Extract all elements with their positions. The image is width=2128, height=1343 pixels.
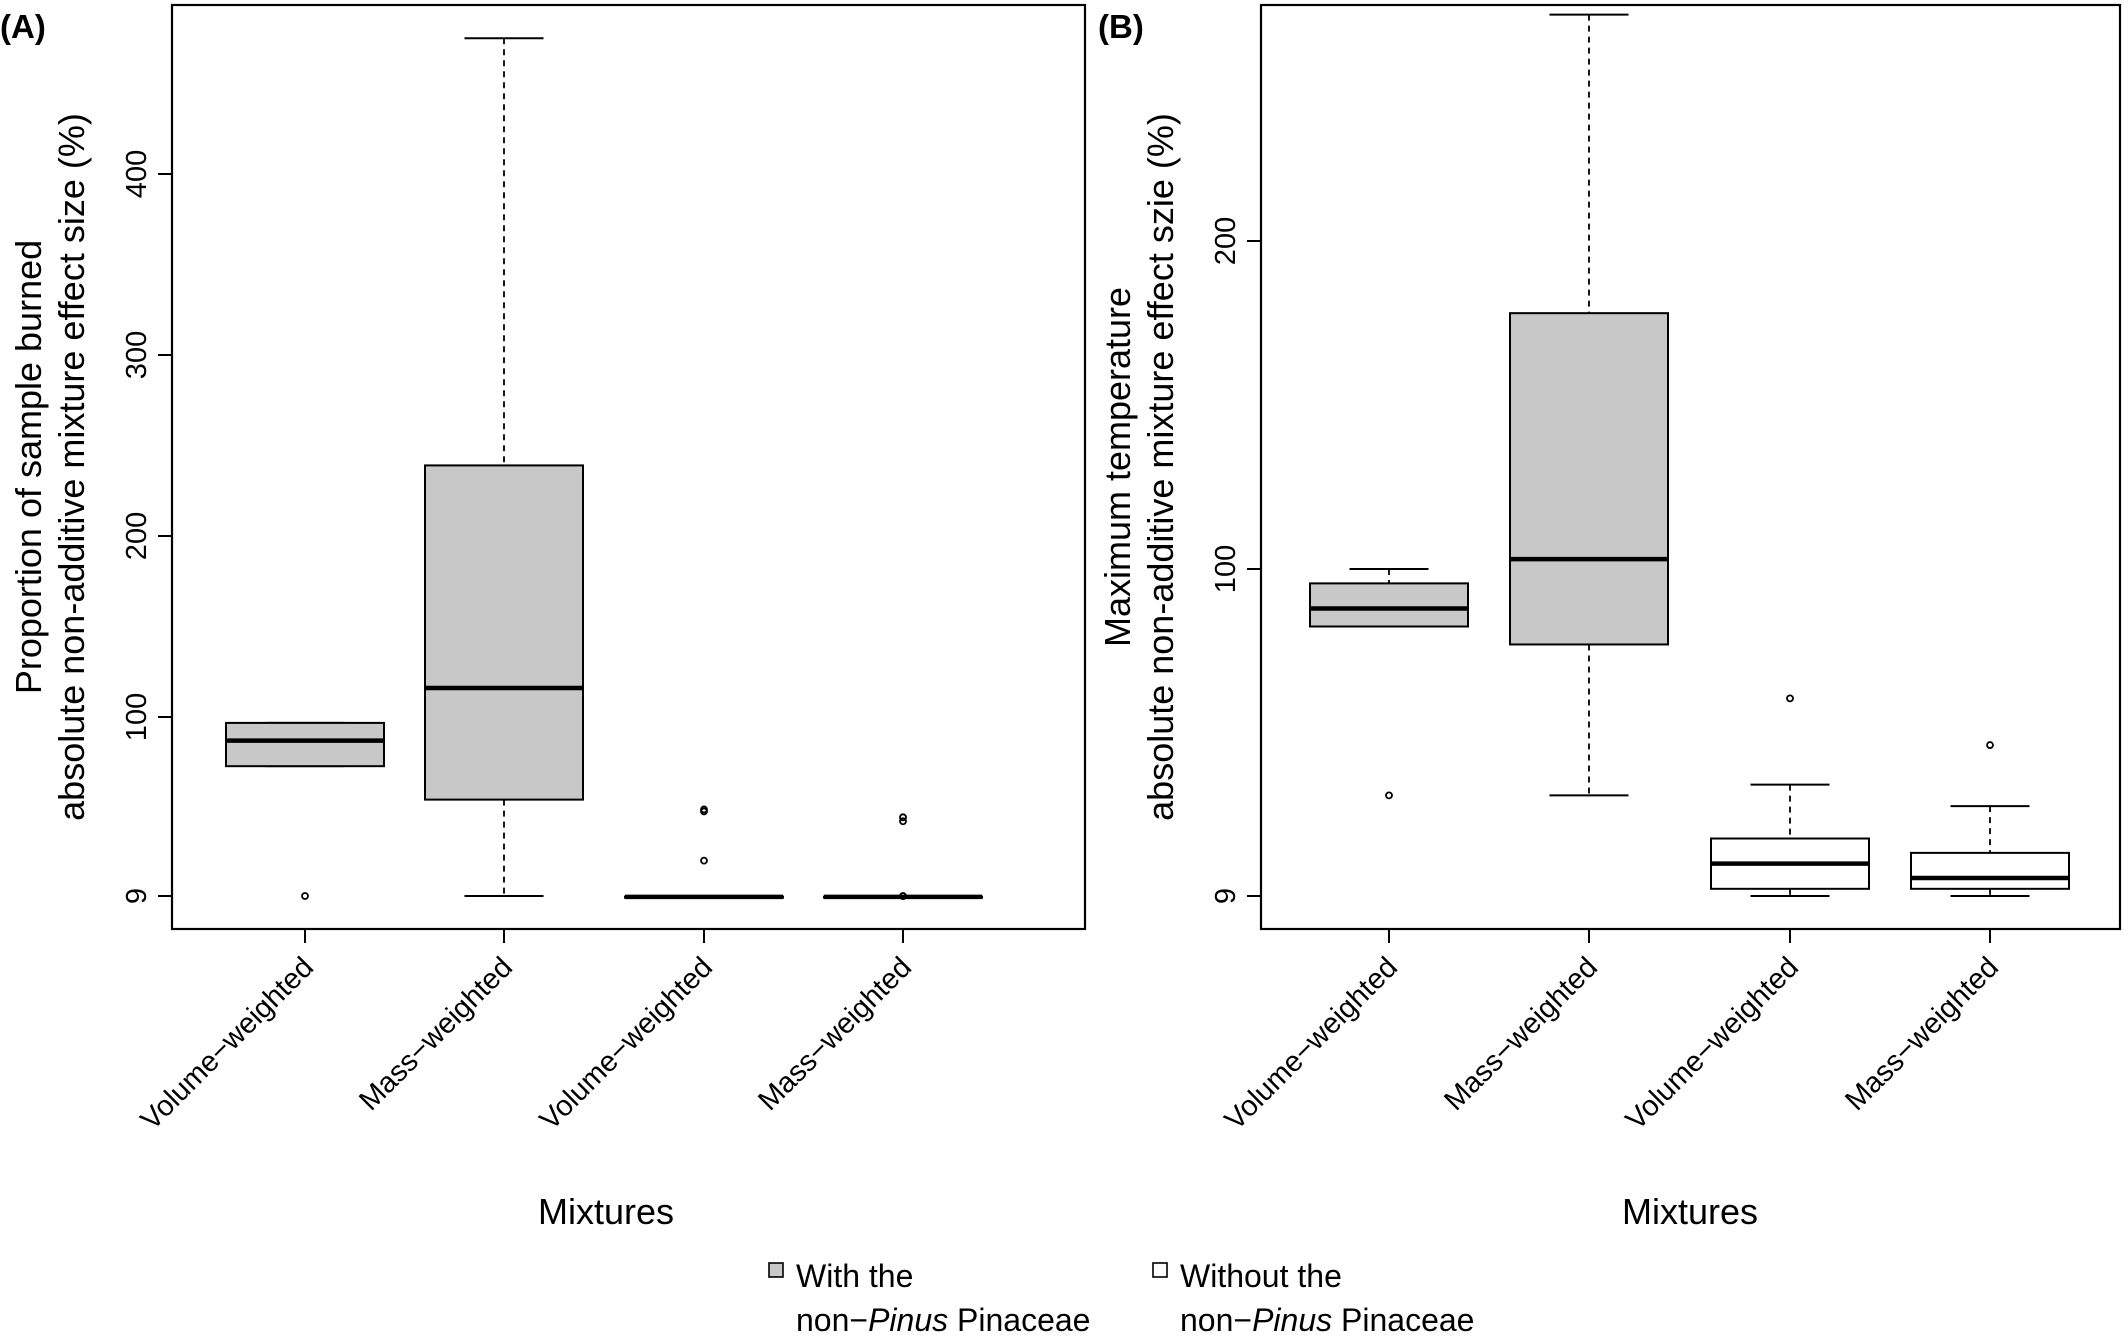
box-2 bbox=[1710, 694, 1870, 897]
x-tick-label: Volume−weighted bbox=[1219, 951, 1404, 1136]
y-tick-label: 400 bbox=[121, 150, 153, 198]
outlier-point bbox=[301, 892, 309, 900]
outlier-point bbox=[1986, 741, 1994, 749]
panel-b-boxes bbox=[1309, 13, 2070, 897]
x-tick-label: Volume−weighted bbox=[534, 951, 719, 1136]
x-tick-label: Mass−weighted bbox=[353, 951, 519, 1117]
y-tick-label: 100 bbox=[121, 693, 153, 741]
y-tick-label: 200 bbox=[1210, 217, 1242, 265]
panel-a-x-axis: Volume−weighted Mass−weighted Volume−weigh… bbox=[135, 928, 918, 1136]
box-rect bbox=[424, 464, 584, 801]
legend-item-without: Without the non−Pinus Pinaceae bbox=[1152, 1258, 1474, 1338]
panel-a-plot-frame bbox=[170, 3, 1087, 931]
y-tick-label: 9 bbox=[121, 888, 153, 904]
box-1 bbox=[1509, 13, 1669, 797]
panel-b-plot-frame bbox=[1259, 3, 2122, 931]
legend-swatch-without bbox=[1152, 1262, 1168, 1278]
box-1 bbox=[424, 37, 584, 897]
panel-a-boxes bbox=[225, 37, 983, 901]
box-rect bbox=[1509, 312, 1669, 646]
box-0 bbox=[1309, 568, 1469, 800]
box-rect bbox=[1910, 851, 2070, 890]
legend-item-with: With the non−Pinus Pinaceae bbox=[768, 1258, 1090, 1338]
x-tick-label: Mass−weighted bbox=[1839, 951, 2005, 1117]
panel-b-x-axis: Volume−weighted Mass−weighted Volume−weigh… bbox=[1219, 928, 2005, 1136]
legend-without-suffix: Pinaceae bbox=[1332, 1302, 1474, 1338]
legend-with-line2: non−Pinus Pinaceae bbox=[796, 1302, 1090, 1338]
box-0 bbox=[225, 721, 385, 900]
legend-with-suffix: Pinaceae bbox=[948, 1302, 1090, 1338]
panel-a-ylabel-line1: Proportion of sample burned bbox=[8, 240, 49, 694]
panel-b-xlabel: Mixtures bbox=[1622, 1191, 1758, 1232]
box-rect bbox=[1309, 582, 1469, 628]
outlier-point bbox=[700, 805, 708, 814]
legend: With the non−Pinus Pinaceae Without the … bbox=[768, 1258, 1474, 1338]
outlier-point bbox=[1385, 791, 1393, 800]
legend-without-line1: Without the bbox=[1180, 1258, 1342, 1294]
panel-a-xlabel: Mixtures bbox=[538, 1191, 674, 1232]
panel-b-ylabel-line1: Maximum temperature bbox=[1097, 287, 1138, 647]
panel-b-ylabel-line2: absolute non-additive mixture effect szi… bbox=[1140, 113, 1181, 821]
panel-a-ylabel-line2: absolute non-additive mixture effect siz… bbox=[51, 113, 92, 821]
x-tick-label: Mass−weighted bbox=[1438, 951, 1604, 1117]
legend-with-prefix: non− bbox=[796, 1302, 868, 1338]
outlier-point bbox=[899, 892, 907, 900]
legend-with-italic: Pinus bbox=[868, 1302, 948, 1338]
panel-b-y-axis: 9 100 200 bbox=[1210, 217, 1262, 904]
panel-a-y-axis: 9 100 200 300 400 bbox=[121, 150, 173, 904]
x-tick-label: Volume−weighted bbox=[135, 951, 320, 1136]
box-2 bbox=[624, 805, 784, 900]
legend-swatch-with bbox=[768, 1262, 784, 1278]
box-rect bbox=[225, 721, 385, 768]
outlier-point bbox=[1786, 694, 1794, 703]
box-3 bbox=[823, 813, 983, 901]
outlier-point bbox=[899, 813, 907, 822]
y-tick-label: 200 bbox=[121, 512, 153, 560]
x-tick-label: Mass−weighted bbox=[752, 951, 918, 1117]
x-tick-label: Volume−weighted bbox=[1620, 951, 1805, 1136]
panel-b-letter: (B) bbox=[1098, 8, 1144, 45]
legend-without-line2: non−Pinus Pinaceae bbox=[1180, 1302, 1474, 1338]
panel-a-letter: (A) bbox=[0, 8, 46, 45]
y-tick-label: 9 bbox=[1210, 888, 1242, 904]
legend-without-italic: Pinus bbox=[1252, 1302, 1332, 1338]
legend-with-line1: With the bbox=[796, 1258, 913, 1294]
y-tick-label: 300 bbox=[121, 331, 153, 379]
y-tick-label: 100 bbox=[1210, 545, 1242, 593]
box-3 bbox=[1910, 741, 2070, 897]
legend-without-prefix: non− bbox=[1180, 1302, 1252, 1338]
outlier-point bbox=[899, 817, 907, 826]
outlier-point bbox=[700, 856, 708, 865]
